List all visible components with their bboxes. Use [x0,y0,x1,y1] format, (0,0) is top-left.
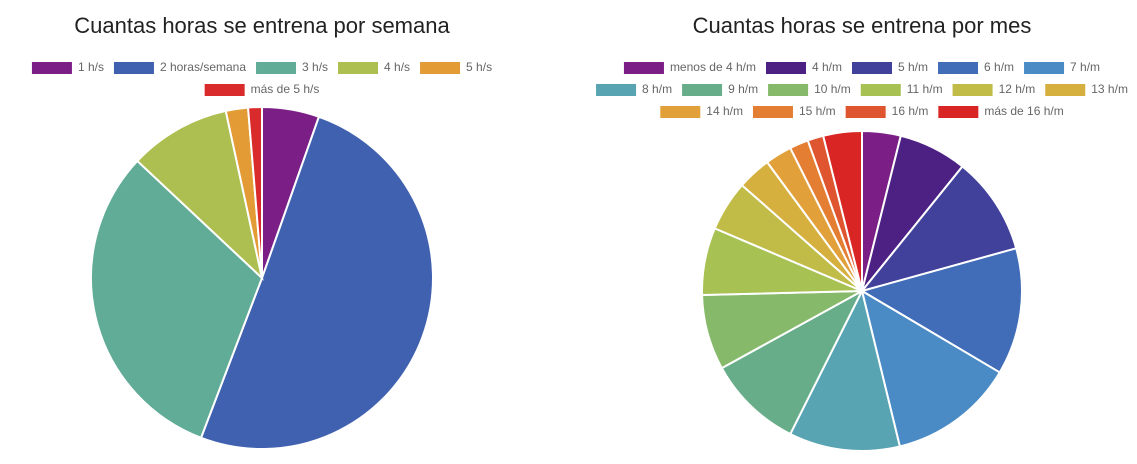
legend-swatch [420,62,461,74]
legend-item: 12 h/m [952,82,1036,96]
legend-swatch [938,106,979,118]
legend-swatch [852,62,893,74]
legend-item: 7 h/m [1024,60,1100,74]
legend-swatch [338,62,379,74]
legend-label: 13 h/m [1091,82,1128,96]
legend-swatch [204,84,245,96]
legend-item: 14 h/m [660,104,743,118]
legend-label: 2 horas/semana [160,60,246,74]
legend-swatch [596,84,637,96]
pie-slice [246,105,263,279]
legend-item: 13 h/m [1045,82,1128,96]
legend-label: 5 h/s [466,60,492,74]
legend-item: más de 5 h/s [204,82,320,96]
legend-item: 9 h/m [682,82,758,96]
legend-swatch [660,106,701,118]
legend-label: 1 h/s [78,60,104,74]
legend-swatch [682,84,723,96]
legend-swatch [623,62,664,74]
legend-label: menos de 4 h/m [670,60,756,74]
legend-label: 4 h/s [384,60,410,74]
legend-label: 6 h/m [984,60,1014,74]
legend-item: más de 16 h/m [938,104,1064,118]
legend-item: 5 h/m [852,60,928,74]
pie-slice [788,288,902,452]
legend-swatch [860,84,901,96]
legend-label: 15 h/m [799,104,836,118]
legend-label: 5 h/m [898,60,928,74]
legend-swatch [768,84,809,96]
legend-swatch [256,62,297,74]
pie-slice [90,159,264,440]
legend-item: 3 h/s [256,60,328,74]
pie-slice [860,288,1002,448]
legend-swatch [752,106,793,118]
pie-slice [859,247,1023,374]
legend-item: menos de 4 h/m [623,60,756,74]
legend-label: más de 16 h/m [984,104,1063,118]
legend-item: 16 h/m [845,104,929,118]
legend-item: 6 h/m [938,60,1014,74]
legend-swatch [938,62,979,74]
chart-title: Cuantas horas se entrena por semana [74,13,450,38]
legend-item: 10 h/m [768,82,851,96]
legend-item: 5 h/s [420,60,492,74]
legend-item: 2 horas/semana [113,60,246,74]
legend-label: 11 h/m [907,82,943,96]
legend-item: 4 h/m [765,60,842,74]
pie-slice [859,165,1018,293]
chart-title: Cuantas horas se entrena por mes [693,13,1032,38]
legend-swatch [952,84,993,96]
pie-slice [135,109,264,281]
legend-swatch [845,106,886,118]
legend-label: 3 h/s [302,60,328,74]
legend-label: 16 h/m [892,104,929,118]
legend-label: 9 h/m [728,82,758,96]
legend-item: 4 h/s [338,60,410,74]
legend-item: 11 h/m [860,82,943,96]
legend-label: 10 h/m [814,82,851,96]
legend-label: 12 h/m [999,82,1036,96]
legend-swatch [765,62,806,74]
legend-swatch [1024,62,1065,74]
legend-item: 15 h/m [752,104,836,118]
legend-label: 14 h/m [706,104,743,118]
legend-swatch [113,62,154,74]
legend-swatch [31,62,72,74]
legend-item: 8 h/m [596,82,672,96]
pie-slice [199,115,434,450]
legend-item: 1 h/s [31,60,104,74]
legend-label: más de 5 h/s [251,82,320,96]
legend-label: 7 h/m [1070,60,1100,74]
pie-slice [720,288,865,436]
pie-slice [821,129,863,292]
legend-swatch [1045,84,1086,96]
legend-label: 4 h/m [812,60,842,74]
legend-label: 8 h/m [642,82,672,96]
